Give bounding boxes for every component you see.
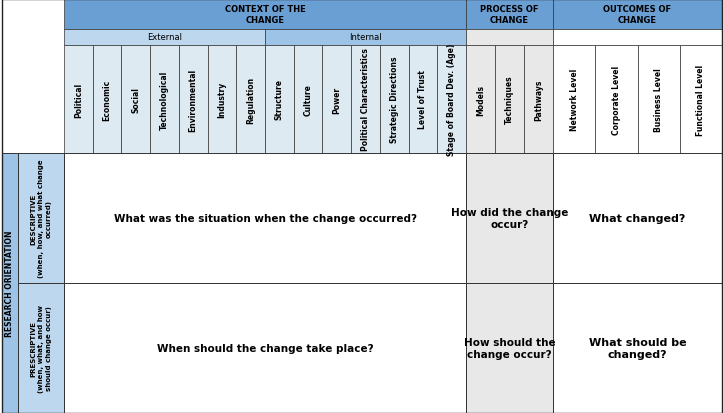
- Bar: [64, 154, 466, 283]
- Text: Culture: Culture: [303, 84, 313, 116]
- Bar: [18, 283, 64, 413]
- Text: External: External: [147, 33, 182, 43]
- Text: Political: Political: [74, 82, 83, 117]
- Text: Business Level: Business Level: [654, 68, 663, 132]
- Text: Models: Models: [476, 84, 485, 115]
- Bar: [380, 46, 408, 154]
- Bar: [466, 30, 553, 46]
- Bar: [553, 46, 595, 154]
- Text: How did the change
occur?: How did the change occur?: [451, 207, 568, 230]
- Text: Environmental: Environmental: [189, 68, 198, 131]
- Text: Power: Power: [332, 86, 341, 113]
- Text: Pathways: Pathways: [534, 79, 543, 121]
- Bar: [553, 0, 722, 30]
- Bar: [408, 46, 437, 154]
- Bar: [351, 46, 380, 154]
- Bar: [64, 46, 93, 154]
- Text: Network Level: Network Level: [570, 69, 578, 131]
- Text: Techniques: Techniques: [505, 76, 514, 124]
- Bar: [322, 46, 351, 154]
- Text: Internal: Internal: [349, 33, 382, 43]
- Bar: [466, 0, 553, 30]
- Text: Political Characteristics: Political Characteristics: [361, 48, 370, 151]
- Text: PRESCRIPTIVE
(when, what, and how
should change occur): PRESCRIPTIVE (when, what, and how should…: [30, 304, 51, 392]
- Text: OUTCOMES OF
CHANGE: OUTCOMES OF CHANGE: [603, 5, 672, 25]
- Text: Level of Trust: Level of Trust: [418, 70, 427, 129]
- Bar: [595, 46, 638, 154]
- Bar: [64, 283, 466, 413]
- Text: Economic: Economic: [103, 79, 111, 120]
- Bar: [208, 46, 236, 154]
- Text: RESEARCH ORIENTATION: RESEARCH ORIENTATION: [6, 230, 14, 337]
- Text: Structure: Structure: [275, 79, 284, 120]
- Text: How should the
change occur?: How should the change occur?: [463, 337, 555, 359]
- Bar: [553, 283, 722, 413]
- Text: What should be
changed?: What should be changed?: [589, 337, 686, 359]
- Bar: [553, 30, 722, 46]
- Bar: [495, 46, 524, 154]
- Bar: [18, 154, 64, 283]
- Text: What changed?: What changed?: [589, 214, 686, 223]
- Bar: [466, 46, 495, 154]
- Bar: [553, 154, 722, 283]
- Bar: [236, 46, 265, 154]
- Text: PROCESS OF
CHANGE: PROCESS OF CHANGE: [480, 5, 539, 25]
- Text: What was the situation when the change occurred?: What was the situation when the change o…: [114, 214, 416, 223]
- Bar: [524, 46, 553, 154]
- Bar: [680, 46, 722, 154]
- Bar: [2, 154, 18, 413]
- Text: Corporate Level: Corporate Level: [612, 65, 621, 134]
- Bar: [265, 46, 294, 154]
- Bar: [294, 46, 322, 154]
- Text: Functional Level: Functional Level: [696, 64, 705, 135]
- Text: Strategic Directions: Strategic Directions: [390, 57, 399, 143]
- Text: DESCRIPTIVE
(when, how, and what change
occurred): DESCRIPTIVE (when, how, and what change …: [30, 159, 51, 278]
- Bar: [64, 0, 466, 30]
- Text: Technological: Technological: [160, 70, 169, 129]
- Text: When should the change take place?: When should the change take place?: [156, 343, 374, 353]
- Text: CONTEXT OF THE
CHANGE: CONTEXT OF THE CHANGE: [224, 5, 306, 25]
- Text: Stage of Board Dev. (Age): Stage of Board Dev. (Age): [447, 44, 456, 156]
- Bar: [179, 46, 208, 154]
- Bar: [638, 46, 680, 154]
- Bar: [466, 154, 553, 283]
- Bar: [150, 46, 179, 154]
- Bar: [122, 46, 150, 154]
- Bar: [265, 30, 466, 46]
- Text: Regulation: Regulation: [246, 76, 255, 123]
- Bar: [466, 283, 553, 413]
- Bar: [93, 46, 122, 154]
- Text: Industry: Industry: [217, 82, 227, 118]
- Text: Social: Social: [131, 87, 140, 113]
- Bar: [64, 30, 265, 46]
- Bar: [437, 46, 466, 154]
